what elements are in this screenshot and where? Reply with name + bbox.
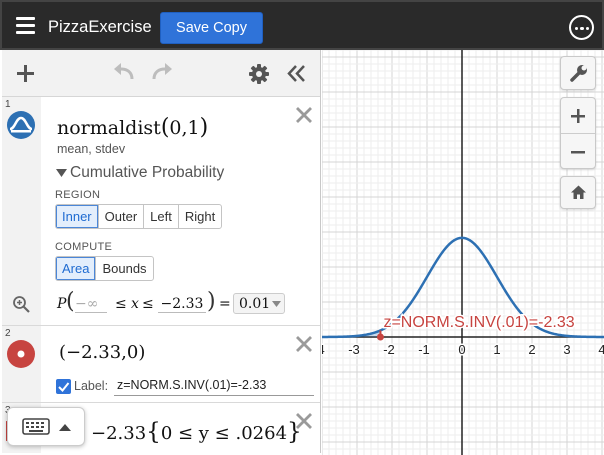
equals-sign: = xyxy=(219,296,231,312)
zoom-controls xyxy=(560,97,596,169)
menu-icon[interactable] xyxy=(16,17,35,34)
collapse-panel-icon[interactable] xyxy=(287,64,307,83)
expression-row-point[interactable]: 2 (−2.33,0) Label: z=NORM.S.INV(.01)=-2.… xyxy=(2,326,320,403)
label-caption: Label: xyxy=(74,379,109,393)
segment-condition: 0 ≤ y ≤ .0264 xyxy=(160,423,288,444)
collapse-triangle-icon[interactable] xyxy=(56,169,67,178)
x-tick-label: 1 xyxy=(493,342,500,357)
compute-label: COMPUTE xyxy=(55,241,113,253)
bound-point[interactable] xyxy=(376,333,384,341)
region-outer-option[interactable]: Outer xyxy=(99,205,145,228)
formula-function: normaldist xyxy=(57,117,161,139)
x-tick-label: -2 xyxy=(383,342,395,357)
formula-arguments: 0,1 xyxy=(169,117,200,139)
chevron-up-icon xyxy=(59,424,71,431)
point-expression[interactable]: (−2.33,0) xyxy=(59,342,146,363)
upper-bound-input[interactable]: −2.33 xyxy=(158,296,206,313)
probability-p: P xyxy=(57,296,67,312)
zoom-in-icon[interactable] xyxy=(570,108,586,124)
normal-curve xyxy=(322,236,604,339)
graph-settings-button[interactable] xyxy=(560,56,596,90)
expression-gutter: 2 xyxy=(2,326,41,402)
formula-open-paren: ( xyxy=(160,115,170,140)
compute-selector: Area Bounds xyxy=(55,256,154,281)
x-tick-label: -4 xyxy=(322,342,325,357)
probability-row: P ( −∞ ≤ x ≤ −2.33 ) = 0.01 xyxy=(57,289,287,317)
region-left-option[interactable]: Left xyxy=(144,205,179,228)
less-equal-symbol: ≤ xyxy=(115,296,127,312)
undo-icon[interactable] xyxy=(112,63,136,83)
x-tick-label: 0 xyxy=(458,342,465,357)
parameter-hint: mean, stdev xyxy=(57,142,126,156)
more-options-icon[interactable] xyxy=(569,15,594,40)
keyboard-icon xyxy=(22,418,50,435)
home-icon xyxy=(571,185,586,199)
probability-close-paren: ) xyxy=(207,289,216,314)
top-bar: PizzaExercise Save Copy xyxy=(0,0,604,50)
expression-list: 1 normaldist(0,1) mean, stdev xyxy=(2,50,321,453)
x-tick-label: 3 xyxy=(563,342,570,357)
redo-icon[interactable] xyxy=(150,63,174,83)
less-equal-symbol: ≤ xyxy=(142,296,154,312)
segment-x-value: −2.33 xyxy=(91,423,147,444)
compute-area-option[interactable]: Area xyxy=(56,257,97,280)
delete-expression-icon[interactable] xyxy=(294,334,314,354)
normaldist-formula[interactable]: normaldist(0,1) xyxy=(57,115,208,140)
save-copy-button[interactable]: Save Copy xyxy=(160,12,263,44)
expression-index: 1 xyxy=(5,99,11,110)
zoom-divider xyxy=(561,133,595,134)
formula-close-paren: ) xyxy=(199,115,209,140)
cumulative-probability-toggle[interactable]: Cumulative Probability xyxy=(70,164,225,181)
segment-open-brace: { xyxy=(146,419,161,445)
label-text-input[interactable]: z=NORM.S.INV(.01)=-2.33 xyxy=(114,378,314,396)
probability-result-value: 0.01 xyxy=(239,296,271,312)
x-tick-label: 2 xyxy=(528,342,535,357)
delete-expression-icon[interactable] xyxy=(294,411,314,431)
region-selector: Inner Outer Left Right xyxy=(55,204,223,229)
default-viewport-button[interactable] xyxy=(560,176,596,209)
expression-row-normaldist[interactable]: 1 normaldist(0,1) mean, stdev xyxy=(2,97,320,326)
probability-result[interactable]: 0.01 xyxy=(233,293,285,314)
delete-expression-icon[interactable] xyxy=(294,105,314,125)
wrench-icon xyxy=(570,65,587,82)
zoom-fit-icon[interactable] xyxy=(12,295,31,314)
segment-close-brace: } xyxy=(287,419,302,445)
expression-gutter: 1 xyxy=(2,97,41,325)
lower-bound-input[interactable]: −∞ xyxy=(75,296,107,313)
compute-bounds-option[interactable]: Bounds xyxy=(102,261,147,276)
region-inner-option[interactable]: Inner xyxy=(56,205,99,228)
expression-toolbar xyxy=(2,50,320,97)
x-tick-label: -1 xyxy=(418,342,430,357)
probability-variable: x xyxy=(131,296,139,312)
add-item-icon[interactable] xyxy=(16,64,35,83)
x-tick-label: -3 xyxy=(348,342,360,357)
probability-open-paren: ( xyxy=(66,289,75,314)
region-label: REGION xyxy=(55,189,101,201)
dropdown-arrow-icon xyxy=(272,301,281,307)
keyboard-toggle[interactable] xyxy=(7,407,85,446)
label-checkbox[interactable] xyxy=(56,379,71,394)
checkmark-icon xyxy=(58,382,70,392)
x-tick-label: 4 xyxy=(598,342,604,357)
point-label-text: z=NORM.S.INV(.01)=-2.33 xyxy=(383,314,574,331)
zoom-out-icon[interactable] xyxy=(570,144,586,160)
expression-index: 2 xyxy=(5,328,11,339)
settings-gear-icon[interactable] xyxy=(249,64,269,84)
segment-expression[interactable]: −2.33{0 ≤ y ≤ .0264} xyxy=(91,419,302,445)
distribution-icon[interactable] xyxy=(6,110,36,140)
graph-title: PizzaExercise xyxy=(48,18,152,36)
region-right-option[interactable]: Right xyxy=(184,209,216,224)
point-color-icon[interactable] xyxy=(6,339,36,369)
